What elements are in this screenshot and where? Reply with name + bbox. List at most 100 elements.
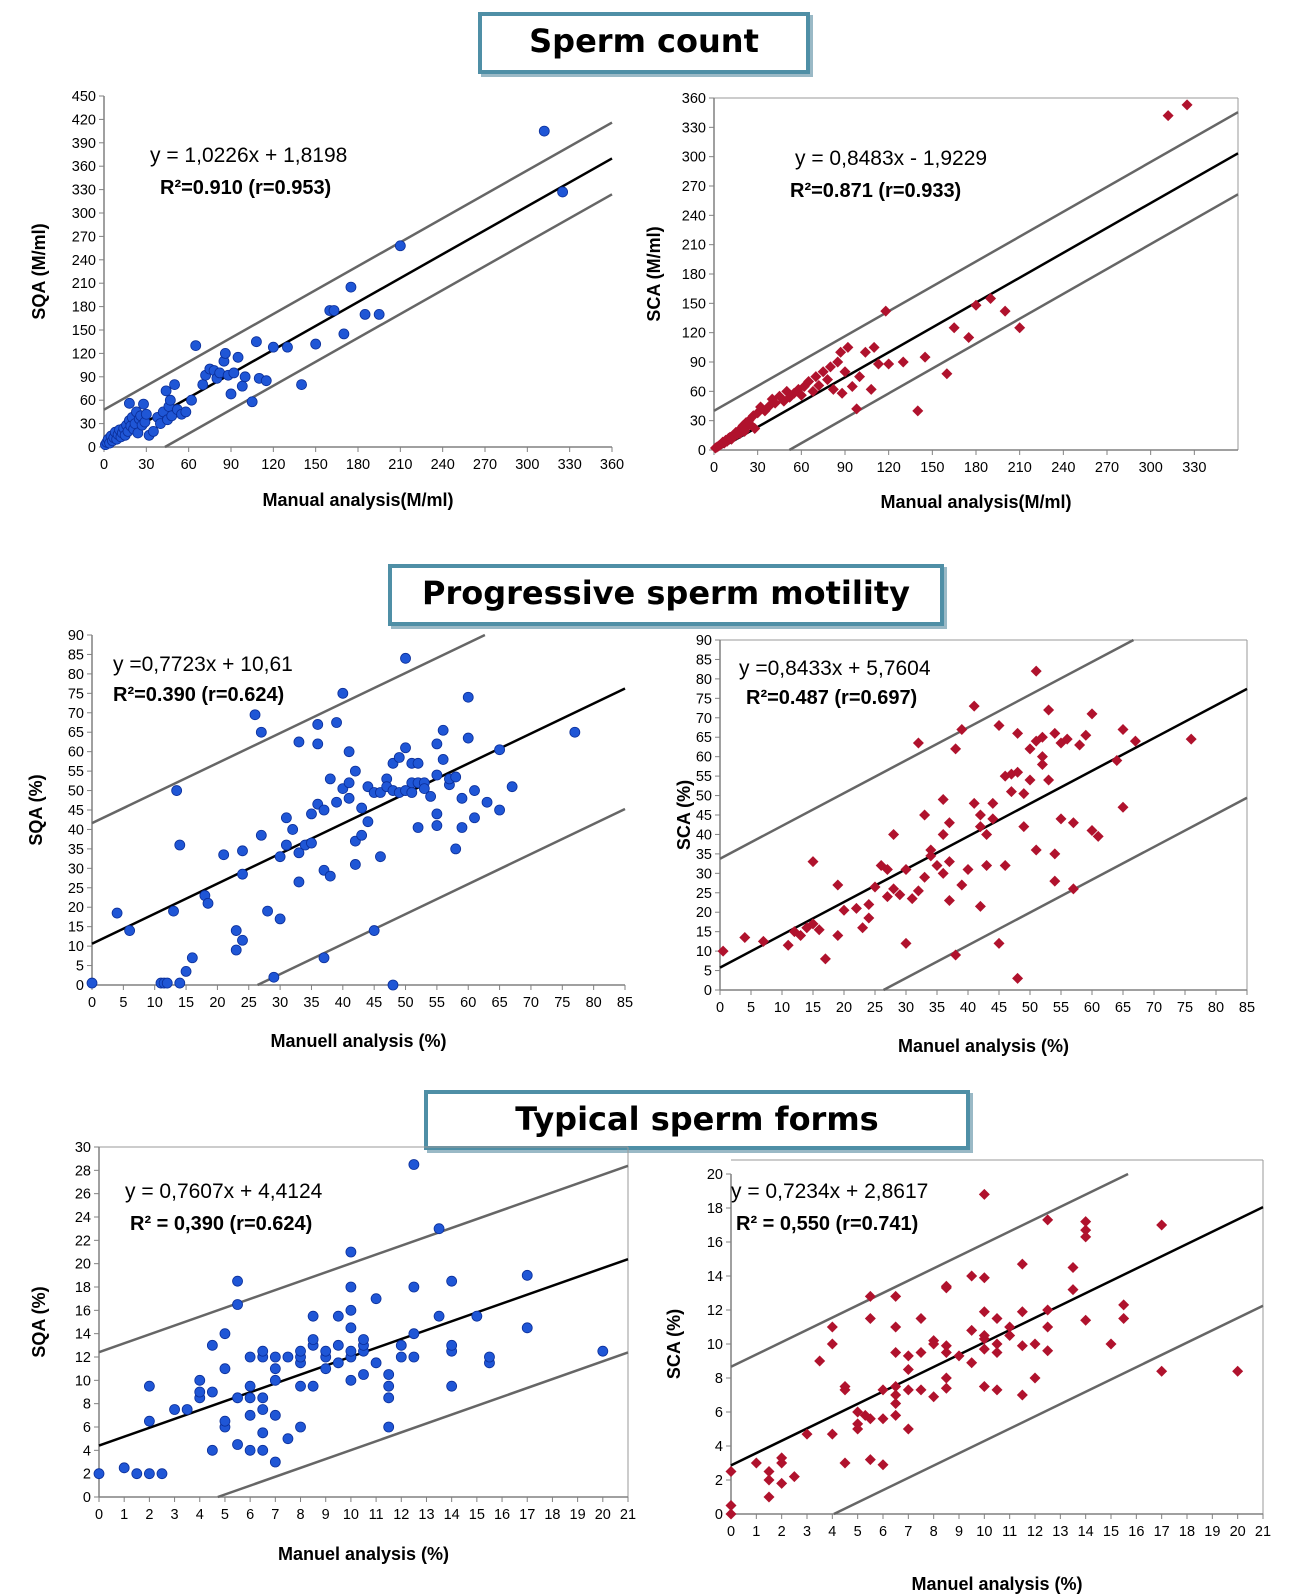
data-point: [769, 397, 781, 409]
data-point: [269, 1363, 281, 1375]
data-point: [978, 1343, 990, 1355]
data-point: [890, 1381, 902, 1392]
data-point: [257, 1444, 269, 1456]
data-point: [1024, 774, 1036, 786]
band-upper-line: [713, 111, 1239, 412]
data-point: [869, 881, 881, 893]
data-point: [974, 821, 986, 833]
x-tick-label: 50: [1022, 1000, 1038, 1016]
data-point: [943, 817, 955, 829]
data-point: [810, 371, 822, 383]
data-point: [307, 1310, 319, 1322]
data-point: [1049, 727, 1061, 739]
data-point: [900, 863, 912, 875]
data-point: [906, 893, 918, 905]
data-point: [331, 717, 342, 728]
data-point: [991, 1313, 1003, 1324]
data-point: [868, 341, 880, 353]
data-point: [1024, 743, 1036, 755]
x-tick-label: 16: [494, 1507, 510, 1523]
data-point: [803, 376, 815, 388]
data-point: [393, 752, 405, 763]
data-point: [749, 422, 761, 434]
data-point: [446, 1339, 458, 1351]
data-point: [931, 860, 943, 872]
data-point: [147, 425, 159, 437]
data-point: [725, 1508, 737, 1520]
x-axis-label: Manuell analysis (%): [270, 1031, 446, 1051]
regression-equation: y = 0,7607x + 4,4124: [125, 1180, 323, 1203]
data-point: [383, 1421, 395, 1433]
y-tick-label: 240: [72, 253, 96, 269]
data-point: [788, 1471, 800, 1483]
data-point: [978, 1188, 990, 1200]
data-point: [293, 847, 305, 859]
data-point: [981, 860, 993, 872]
y-tick-label: 360: [682, 91, 706, 107]
y-tick-label: 22: [75, 1233, 91, 1249]
y-axis-label: SQA (%): [29, 1286, 49, 1357]
data-point: [962, 863, 974, 875]
r-squared-label: R²=0.390 (r=0.624): [113, 684, 284, 706]
x-tick-label: 20: [209, 995, 225, 1011]
band-upper-line: [91, 633, 486, 825]
y-tick-label: 90: [690, 355, 706, 371]
data-point: [915, 1384, 927, 1396]
data-point: [318, 952, 330, 964]
data-point: [919, 871, 931, 883]
data-point: [345, 1345, 357, 1357]
data-point: [991, 1347, 1003, 1358]
data-point: [854, 371, 866, 383]
data-point: [180, 406, 192, 418]
data-point: [118, 1462, 130, 1474]
data-point: [295, 1345, 306, 1357]
data-point: [338, 328, 350, 340]
data-point: [912, 737, 924, 749]
data-point: [890, 1290, 902, 1302]
data-point: [763, 1474, 775, 1486]
y-tick-label: 180: [72, 300, 96, 316]
data-point: [206, 1339, 218, 1351]
data-point: [953, 1350, 965, 1362]
data-point: [250, 336, 262, 348]
data-point: [900, 937, 912, 949]
data-point: [225, 388, 237, 400]
x-axis-label: Manuel analysis (%): [911, 1574, 1082, 1594]
x-tick-label: 21: [1255, 1524, 1271, 1540]
data-point: [521, 1269, 533, 1281]
x-tick-label: 2: [145, 1507, 153, 1523]
x-tick-label: 13: [1052, 1524, 1068, 1540]
data-point: [1061, 733, 1073, 745]
data-point: [859, 346, 871, 358]
data-point: [230, 944, 242, 956]
data-point: [824, 361, 836, 373]
band-lower-line: [882, 796, 1248, 992]
x-tick-label: 12: [1027, 1524, 1043, 1540]
x-tick-label: 21: [620, 1507, 636, 1523]
data-point: [1042, 1304, 1054, 1316]
data-point: [262, 905, 273, 917]
x-tick-label: 18: [544, 1507, 560, 1523]
data-point: [345, 1322, 357, 1334]
data-point: [717, 945, 729, 957]
data-point: [1012, 972, 1024, 984]
y-tick-label: 210: [72, 276, 96, 292]
x-tick-label: 10: [147, 995, 163, 1011]
x-tick-label: 60: [460, 995, 476, 1011]
data-point: [1055, 813, 1067, 825]
data-point: [111, 907, 123, 919]
x-tick-label: 150: [920, 460, 944, 476]
data-point: [832, 356, 844, 368]
data-point: [356, 829, 368, 841]
x-tick-label: 240: [1051, 460, 1075, 476]
y-tick-label: 14: [707, 1269, 723, 1285]
data-point: [1080, 1224, 1092, 1236]
data-point: [232, 1439, 243, 1450]
y-tick-label: 18: [707, 1201, 723, 1217]
x-tick-label: 12: [393, 1507, 409, 1523]
y-tick-label: 50: [696, 789, 712, 805]
data-point: [1067, 883, 1079, 895]
data-point: [456, 792, 468, 804]
data-point: [1014, 322, 1026, 334]
